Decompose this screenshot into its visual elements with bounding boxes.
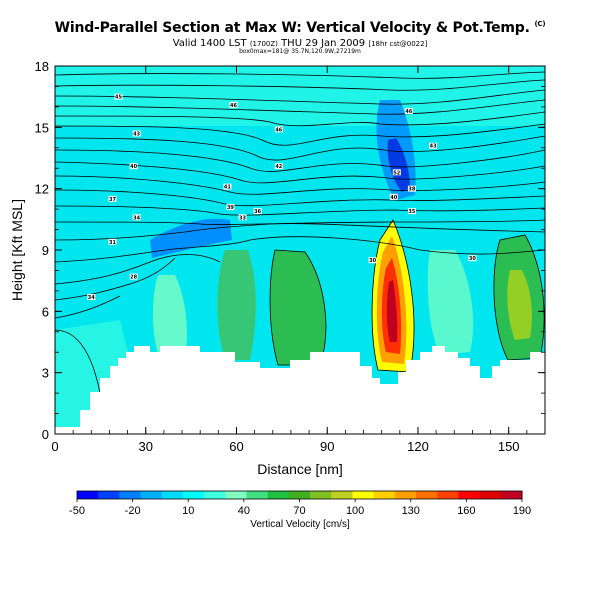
plot-area: [55, 66, 545, 434]
y-tick-label: 9: [42, 243, 49, 258]
theta-contour-label: 40: [390, 195, 397, 201]
vertical-section-chart: 4543403734312834464642413936334643523840…: [0, 0, 600, 600]
theta-contour-label: 34: [133, 215, 140, 221]
x-tick-label: 90: [320, 439, 334, 454]
theta-contour-label: 46: [405, 109, 412, 115]
colorbar-tick-label: 10: [182, 505, 194, 517]
theta-contour-label: 35: [408, 209, 415, 215]
colorbar-swatch: [395, 491, 417, 499]
theta-contour-label: 37: [109, 197, 116, 203]
colorbar-tick-label: -20: [125, 505, 141, 517]
colorbar-swatch: [416, 491, 438, 499]
colorbar-swatch: [204, 491, 226, 499]
theta-contour-label: 30: [469, 256, 476, 262]
theta-contour-label: 36: [254, 209, 261, 215]
theta-contour-label: 30: [369, 258, 376, 264]
theta-contour-label: 45: [115, 95, 122, 101]
colorbar-swatch: [225, 491, 247, 499]
x-tick-label: 150: [498, 439, 520, 454]
x-tick-label: 30: [139, 439, 153, 454]
theta-contour-label: 52: [393, 170, 400, 176]
colorbar-label: Vertical Velocity [cm/s]: [250, 519, 350, 530]
y-tick-label: 18: [35, 59, 49, 74]
colorbar-swatch: [501, 491, 523, 499]
y-axis-label: Height [Kft MSL]: [9, 199, 25, 301]
colorbar-swatch: [437, 491, 459, 499]
colorbar-swatch: [268, 491, 290, 499]
theta-contour-label: 43: [133, 131, 140, 137]
y-tick-label: 12: [35, 182, 49, 197]
colorbar-swatch: [310, 491, 332, 499]
y-tick-label: 15: [35, 120, 49, 135]
updraft-column-60nm: [218, 250, 256, 360]
x-tick-label: 0: [51, 439, 58, 454]
colorbar-tick-label: 160: [457, 505, 475, 517]
theta-contour-label: 39: [227, 205, 234, 211]
theta-contour-label: 28: [130, 275, 137, 281]
y-tick-label: 6: [42, 304, 49, 319]
colorbar: -50 -20 10 40 70 100 130 160 190: [69, 491, 531, 517]
colorbar-tick-label: 70: [293, 505, 305, 517]
x-tick-label: 120: [407, 439, 429, 454]
colorbar-swatch: [458, 491, 480, 499]
theta-contour-label: 34: [88, 295, 95, 301]
colorbar-tick-label: 100: [346, 505, 364, 517]
theta-contour-label: 41: [224, 185, 231, 191]
x-tick-label: 60: [229, 439, 243, 454]
colorbar-swatch: [141, 491, 163, 499]
theta-contour-label: 43: [430, 144, 437, 150]
colorbar-tick-label: 40: [238, 505, 250, 517]
colorbar-swatch: [119, 491, 141, 499]
colorbar-swatch: [352, 491, 374, 499]
colorbar-swatch: [77, 491, 99, 499]
y-tick-label: 0: [42, 427, 49, 442]
colorbar-swatch: [183, 491, 205, 499]
colorbar-swatch: [480, 491, 502, 499]
theta-contour-label: 38: [408, 187, 415, 193]
y-tick-label: 3: [42, 366, 49, 381]
colorbar-swatch: [374, 491, 396, 499]
x-axis-label: Distance [nm]: [257, 461, 343, 477]
colorbar-swatch: [331, 491, 353, 499]
theta-contour-label: 46: [230, 103, 237, 109]
colorbar-tick-label: 130: [402, 505, 420, 517]
colorbar-tick-label: -50: [69, 505, 85, 517]
colorbar-tick-label: 190: [513, 505, 531, 517]
theta-contour-label: 33: [239, 215, 246, 221]
colorbar-swatch: [289, 491, 311, 499]
theta-contour-label: 46: [275, 127, 282, 133]
theta-contour-label: 42: [275, 164, 282, 170]
colorbar-swatch: [162, 491, 184, 499]
theta-contour-label: 40: [130, 164, 137, 170]
colorbar-swatch: [247, 491, 269, 499]
colorbar-swatch: [98, 491, 120, 499]
theta-contour-label: 31: [109, 240, 116, 246]
